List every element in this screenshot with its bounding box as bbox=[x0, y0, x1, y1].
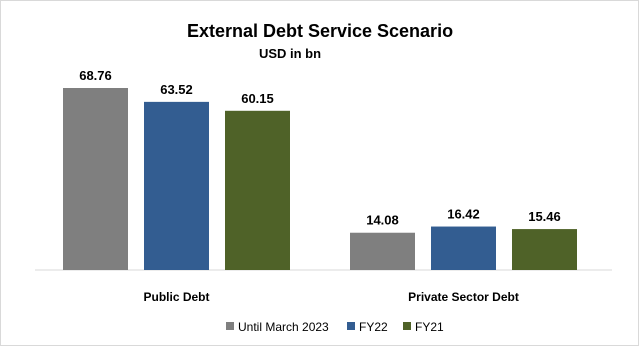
category-label: Public Debt bbox=[143, 290, 209, 304]
legend-swatch bbox=[403, 322, 411, 330]
category-labels-group: Public Debt Private Sector Debt bbox=[143, 290, 518, 304]
bar-fy21-public-debt bbox=[225, 110, 290, 270]
bar-until-march-2023-public-debt bbox=[63, 88, 128, 270]
legend: Until March 2023 FY22 FY21 bbox=[226, 320, 444, 334]
legend-label: FY22 bbox=[359, 320, 388, 334]
legend-swatch bbox=[226, 322, 234, 330]
bar-fy21-private-sector-debt bbox=[512, 229, 577, 270]
data-label: 15.46 bbox=[528, 209, 561, 224]
bars-group bbox=[63, 88, 577, 270]
legend-swatch bbox=[347, 322, 355, 330]
value-labels-group: 68.76 63.52 60.15 14.08 16.42 15.46 bbox=[79, 68, 561, 228]
legend-label: FY21 bbox=[415, 320, 444, 334]
bar-fy22-public-debt bbox=[144, 101, 209, 270]
legend-label: Until March 2023 bbox=[238, 320, 329, 334]
bar-fy22-private-sector-debt bbox=[431, 226, 496, 270]
data-label: 68.76 bbox=[79, 68, 112, 83]
data-label: 16.42 bbox=[447, 207, 480, 222]
chart-title: External Debt Service Scenario bbox=[187, 21, 453, 41]
category-label: Private Sector Debt bbox=[408, 290, 519, 304]
bar-until-march-2023-private-sector-debt bbox=[350, 232, 415, 270]
chart-subtitle: USD in bn bbox=[259, 46, 321, 61]
data-label: 63.52 bbox=[160, 82, 193, 97]
data-label: 14.08 bbox=[366, 213, 399, 228]
data-label: 60.15 bbox=[241, 91, 274, 106]
